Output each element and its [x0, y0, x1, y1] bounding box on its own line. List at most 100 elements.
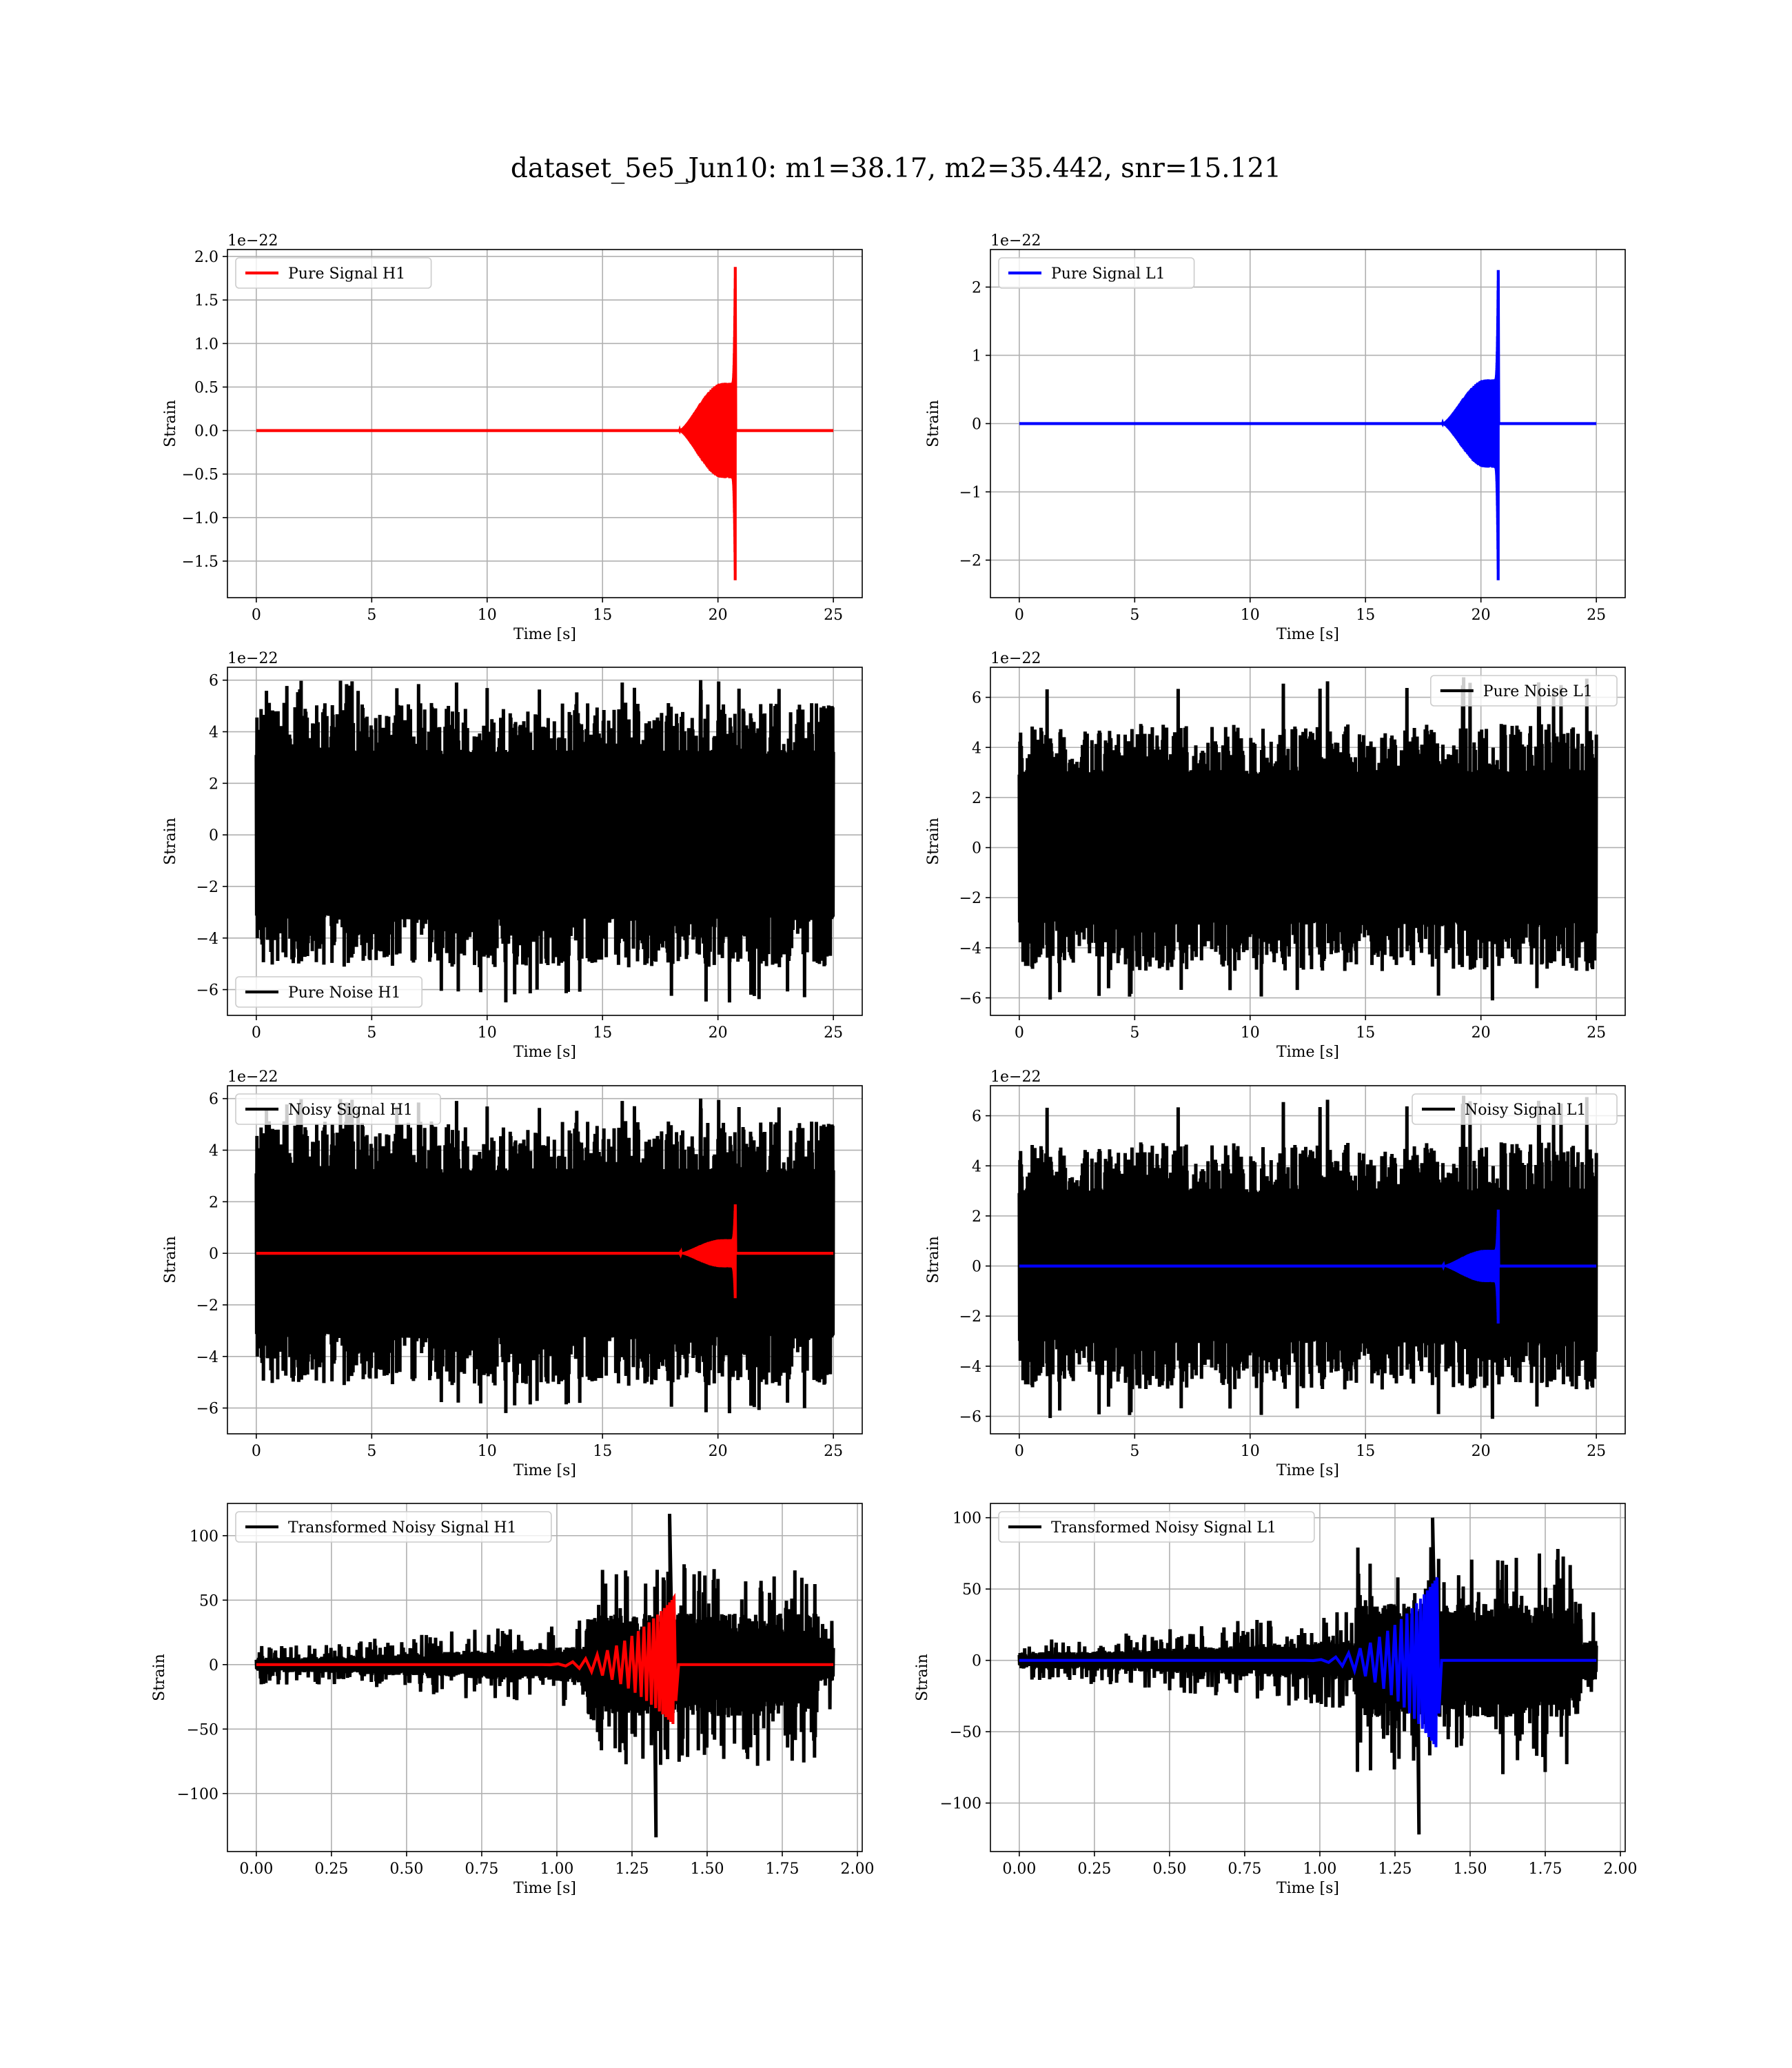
y-tick-label: 0.5 [194, 379, 218, 396]
y-axis-label: Strain [162, 400, 179, 447]
y-tick-label: −2 [196, 879, 218, 896]
plot-area [1017, 1517, 1598, 1835]
y-tick-label: −50 [187, 1721, 218, 1738]
figure-title: dataset_5e5_Jun10: m1=38.17, m2=35.442, … [510, 153, 1282, 184]
legend: Noisy Signal H1 [235, 1093, 441, 1125]
x-tick-label: 0.25 [314, 1861, 348, 1878]
x-tick-label: 10 [478, 1024, 497, 1042]
offset-text: 1e−22 [990, 1068, 1041, 1086]
plot-area [254, 1513, 835, 1838]
axes-frame [227, 1085, 863, 1435]
axes-frame [227, 1503, 863, 1852]
offset-text: 1e−22 [227, 232, 278, 250]
y-tick-label: 50 [199, 1592, 218, 1610]
x-tick-label: 25 [1587, 607, 1606, 624]
x-tick-label: 0.00 [1002, 1861, 1036, 1878]
x-tick-label: 15 [1356, 607, 1375, 624]
x-tick-label: 25 [1587, 1443, 1606, 1460]
y-axis-label: Strain [925, 400, 942, 447]
x-tick-label: 10 [478, 1443, 497, 1460]
y-tick-label: −4 [959, 940, 981, 957]
y-tick-label: 1 [972, 347, 981, 365]
y-tick-label: −6 [959, 1409, 981, 1426]
series-overlay-whitened-chirp [256, 1592, 834, 1725]
x-tick-label: 0 [252, 1443, 261, 1460]
x-tick-label: 25 [824, 1024, 843, 1042]
x-tick-label: 20 [709, 1443, 728, 1460]
legend-label: Transformed Noisy Signal H1 [288, 1519, 517, 1537]
series-transformed-noisy-signal-l1 [1017, 1517, 1598, 1835]
legend: Transformed Noisy Signal H1 [235, 1511, 552, 1543]
legend-label: Pure Signal H1 [288, 265, 405, 283]
series-transformed-noisy-signal-h1 [254, 1513, 835, 1838]
y-tick-label: 0.0 [194, 423, 218, 440]
y-axis-label: Strain [162, 818, 179, 865]
y-tick-label: 4 [972, 740, 981, 757]
x-tick-label: 2.00 [1604, 1861, 1638, 1878]
y-tick-label: 0 [209, 1657, 218, 1674]
x-tick-label: 1.75 [766, 1861, 800, 1878]
y-tick-label: 4 [209, 724, 218, 742]
x-tick-label: 0 [252, 607, 261, 624]
plot-area [1017, 1095, 1598, 1419]
chart-l1-pure-noise: 0 5 10 15 20 25 −6 −4 −2 0 2 4 6 Time [s] Strain 1e−22 P… [925, 650, 1626, 1061]
x-tick-label: 15 [593, 1443, 612, 1460]
y-tick-label: 2.0 [194, 249, 218, 266]
y-tick-label: 4 [972, 1158, 981, 1175]
y-tick-label: −2 [196, 1297, 218, 1315]
y-tick-label: −4 [196, 931, 218, 948]
plot-area [256, 267, 834, 580]
y-tick-label: 0 [972, 1259, 981, 1276]
x-tick-label: 5 [1130, 607, 1139, 624]
y-tick-label: −50 [950, 1724, 981, 1741]
x-tick-label: 20 [1472, 1443, 1491, 1460]
x-tick-label: 15 [1356, 1443, 1375, 1460]
y-tick-label: −6 [959, 991, 981, 1008]
legend-label: Noisy Signal L1 [1465, 1102, 1586, 1119]
y-tick-label: −1.5 [182, 554, 218, 571]
x-tick-label: 0.00 [239, 1861, 273, 1878]
x-axis-label: Time [s] [513, 1880, 576, 1897]
y-tick-label: 1.5 [194, 292, 218, 310]
x-tick-label: 15 [1356, 1024, 1375, 1042]
y-tick-label: 6 [209, 1091, 218, 1108]
plot-area [254, 1098, 835, 1414]
series-pure-noise-h1 [254, 680, 835, 1003]
axes-frame [227, 249, 863, 598]
x-tick-label: 0 [252, 1024, 261, 1042]
x-tick-label: 25 [824, 1443, 843, 1460]
x-tick-label: 5 [367, 1443, 376, 1460]
legend-box [235, 1093, 441, 1125]
chart-h1-transformed: 0.00 0.25 0.50 0.75 1.00 1.25 1.50 1.75 2.00 −100… [151, 1503, 875, 1897]
y-tick-label: 0 [972, 1653, 981, 1670]
x-tick-label: 0.75 [465, 1861, 498, 1878]
legend-box [1430, 675, 1618, 707]
y-tick-label: 2 [972, 279, 981, 296]
y-tick-label: 0 [209, 1246, 218, 1263]
y-tick-label: −100 [940, 1796, 981, 1813]
axes-frame [990, 667, 1626, 1016]
x-tick-label: 1.25 [1378, 1861, 1412, 1878]
y-tick-label: −4 [196, 1349, 218, 1366]
y-tick-label: 100 [953, 1510, 981, 1528]
legend: Pure Noise L1 [1430, 675, 1618, 707]
x-tick-label: 1.25 [615, 1861, 649, 1878]
x-tick-label: 0.75 [1228, 1861, 1261, 1878]
x-tick-label: 25 [1587, 1024, 1606, 1042]
legend-label: Pure Noise L1 [1483, 683, 1593, 700]
offset-text: 1e−22 [227, 650, 278, 667]
x-axis-label: Time [s] [513, 1044, 576, 1061]
x-axis-label: Time [s] [1276, 626, 1339, 643]
x-tick-label: 25 [824, 607, 843, 624]
legend-box [235, 257, 432, 289]
series-pure-signal-h1 [256, 267, 834, 580]
y-tick-label: −2 [959, 1308, 981, 1326]
x-tick-label: 10 [478, 607, 497, 624]
y-tick-label: −2 [959, 553, 981, 570]
y-tick-label: 6 [972, 690, 981, 707]
legend: Pure Signal L1 [998, 257, 1195, 289]
x-tick-label: 1.50 [1453, 1861, 1487, 1878]
x-tick-label: 10 [1241, 607, 1260, 624]
y-tick-label: 2 [209, 1194, 218, 1211]
